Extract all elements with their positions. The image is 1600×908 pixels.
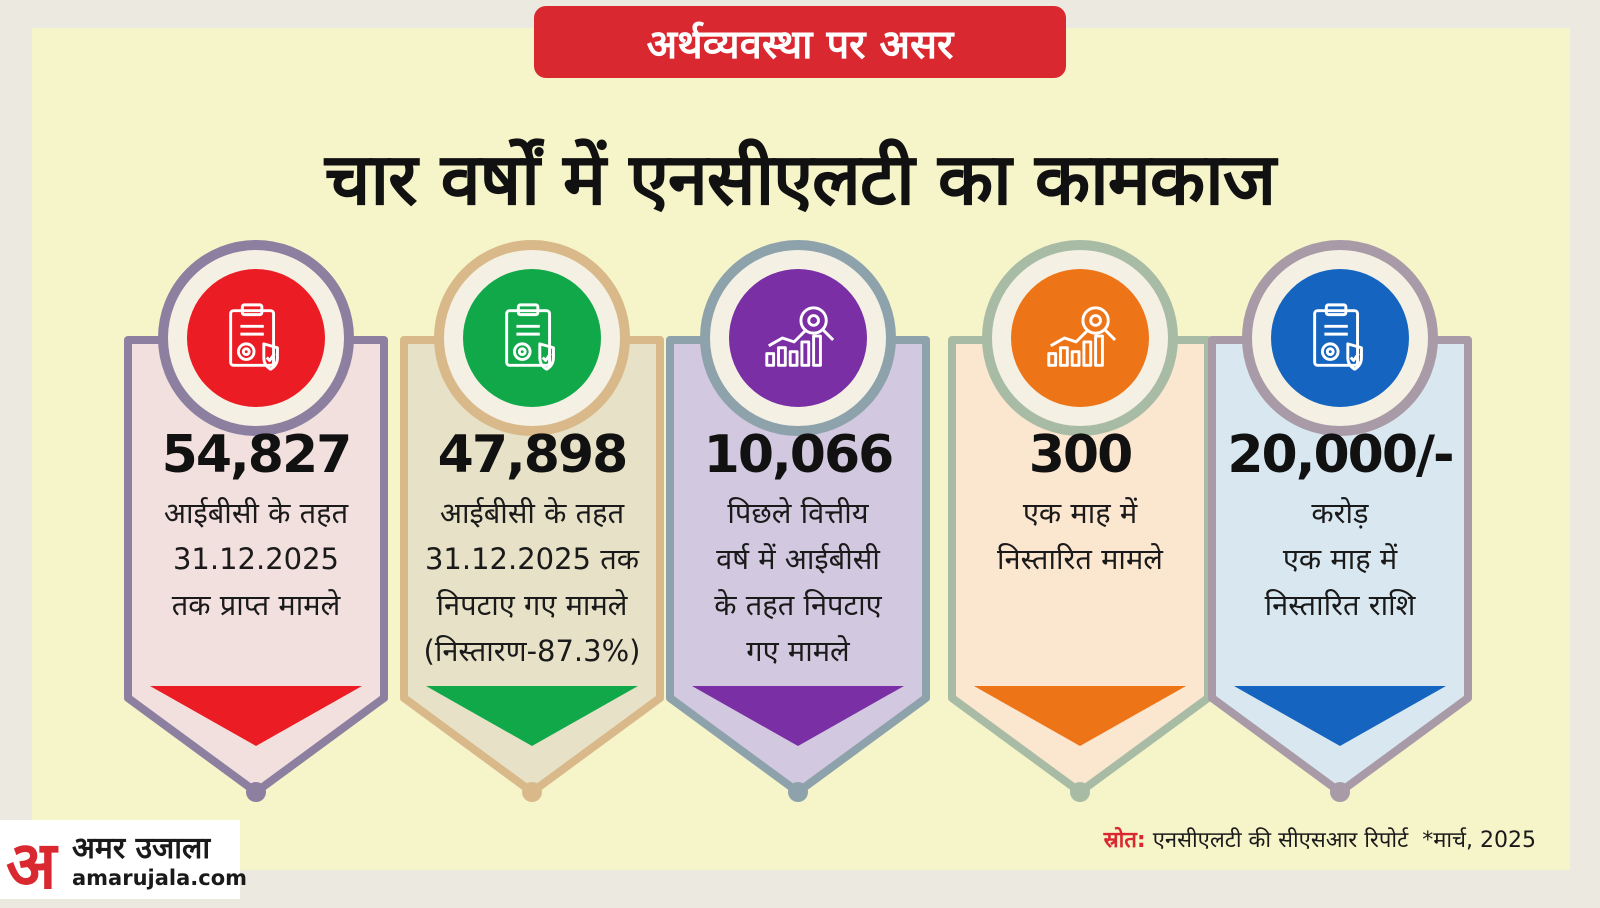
marker-dot <box>246 782 266 802</box>
marker-dot <box>788 782 808 802</box>
chart-magnifier-icon <box>729 269 867 407</box>
description-line: (निस्तारण-87.3%) <box>423 634 641 668</box>
marker-dot <box>1070 782 1090 802</box>
headline: चार वर्षों में एनसीएलटी का कामकाज <box>324 137 1276 221</box>
brand-logo[interactable]: अ अमर उजाला amarujala.com <box>0 820 247 904</box>
clipboard-gear-icon <box>1271 269 1409 407</box>
stat-card: 300 एक माह में निस्तारित मामले <box>944 240 1216 800</box>
description-line: के तहत निपटाए <box>714 588 882 622</box>
logo-url: amarujala.com <box>72 866 248 890</box>
source-note: *मार्च, 2025 <box>1422 828 1536 853</box>
description-line: निस्तारित राशि <box>1264 588 1416 622</box>
stat-value: 54,827 <box>161 425 353 485</box>
icon-ring <box>1242 240 1438 436</box>
kicker-banner: अर्थव्यवस्था पर असर <box>534 6 1066 78</box>
stat-description: पिछले वित्तीय वर्ष में आईबीसी के तहत निपटा… <box>668 490 928 674</box>
stat-value: 20,000/- <box>1227 425 1454 485</box>
description-line: आईबीसी के तहत <box>163 496 349 530</box>
stat-card: 20,000/- करोड़ एक माह में निस्तारित राशि <box>1204 240 1476 800</box>
stat-description: एक माह में निस्तारित मामले <box>950 490 1210 582</box>
icon-ring <box>700 240 896 436</box>
icon-ring <box>434 240 630 436</box>
icon-ring <box>982 240 1178 436</box>
description-line: 31.12.2025 <box>172 542 340 576</box>
stat-value: 47,898 <box>437 425 629 485</box>
clipboard-gear-icon <box>463 269 601 407</box>
logo-name: अमर उजाला <box>72 831 211 866</box>
source-text: एनसीएलटी की सीएसआर रिपोर्ट <box>1152 828 1409 853</box>
description-line: निस्तारित मामले <box>997 542 1163 576</box>
description-line: एक माह में <box>1022 496 1138 530</box>
stat-card: 10,066 पिछले वित्तीय वर्ष में आईबीसी के तहत… <box>662 240 934 800</box>
stat-description: आईबीसी के तहत 31.12.2025 तक निपटाए गए मामल… <box>402 490 662 674</box>
clipboard-gear-icon <box>187 269 325 407</box>
description-line: करोड़ <box>1311 496 1369 530</box>
stat-description: आईबीसी के तहत 31.12.2025 तक प्राप्त मामले <box>126 490 386 628</box>
logo-mark: अ <box>6 827 57 904</box>
stat-value: 10,066 <box>703 425 895 485</box>
stat-card: 54,827 आईबीसी के तहत 31.12.2025 तक प्राप्त … <box>120 240 392 800</box>
stat-description: करोड़ एक माह में निस्तारित राशि <box>1210 490 1470 628</box>
card-shape <box>124 336 388 796</box>
card-shape <box>666 336 930 796</box>
description-line: वर्ष में आईबीसी <box>716 542 880 576</box>
chart-magnifier-icon <box>1011 269 1149 407</box>
stat-card: 47,898 आईबीसी के तहत 31.12.2025 तक निपटाए ग… <box>396 240 668 800</box>
description-line: पिछले वित्तीय <box>727 496 869 530</box>
icon-ring <box>158 240 354 436</box>
marker-dot <box>1330 782 1350 802</box>
description-line: निपटाए गए मामले <box>436 588 628 622</box>
stat-value: 300 <box>1028 425 1134 485</box>
marker-dot <box>522 782 542 802</box>
source-credit: स्रोत: एनसीएलटी की सीएसआर रिपोर्ट *मार्च… <box>1104 824 1536 854</box>
description-line: गए मामले <box>746 634 850 668</box>
description-line: 31.12.2025 तक <box>424 542 640 576</box>
description-line: एक माह में <box>1282 542 1398 576</box>
description-line: तक प्राप्त मामले <box>171 588 341 622</box>
source-label: स्रोत: <box>1103 828 1146 853</box>
description-line: आईबीसी के तहत <box>439 496 625 530</box>
